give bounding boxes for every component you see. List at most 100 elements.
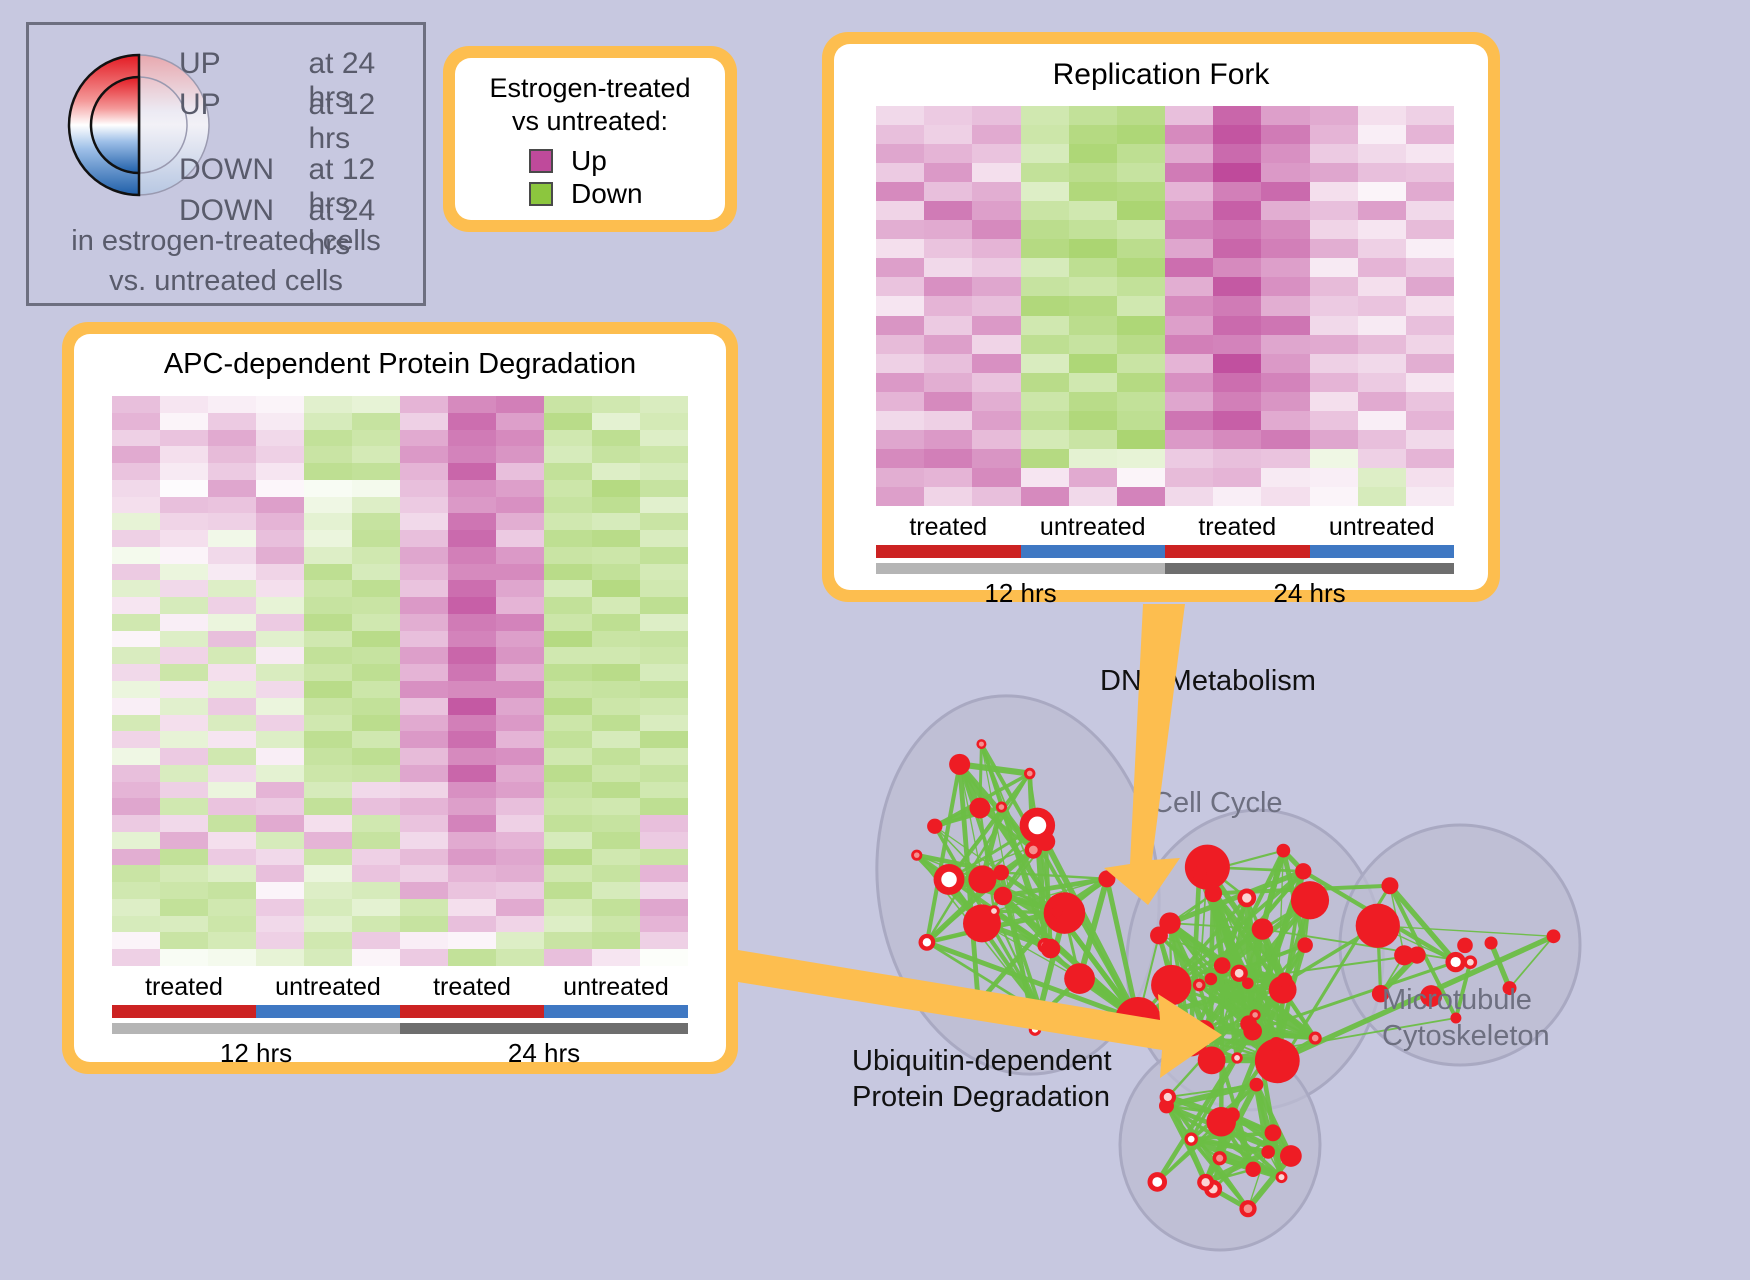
heatmap-cell [544, 748, 592, 765]
network-node[interactable] [1160, 1089, 1176, 1105]
network-node[interactable] [1044, 892, 1086, 934]
heatmap-cell [160, 631, 208, 648]
heatmap-cell [1021, 296, 1069, 315]
heatmap-cell [112, 597, 160, 614]
heatmap-cell [496, 480, 544, 497]
network-node[interactable] [1047, 916, 1058, 927]
network-node[interactable] [1185, 845, 1230, 890]
network-node[interactable] [1205, 973, 1218, 986]
network-node[interactable] [1148, 1172, 1168, 1192]
network-node[interactable] [1184, 1132, 1197, 1145]
network-node[interactable] [969, 798, 990, 819]
network-node[interactable] [1193, 1020, 1214, 1041]
network-node[interactable] [1485, 936, 1498, 949]
network-node[interactable] [1250, 1078, 1264, 1092]
network-node[interactable] [1265, 1124, 1282, 1141]
heatmap-cell [544, 631, 592, 648]
heatmap-cell [496, 413, 544, 430]
network-node[interactable] [1213, 1151, 1227, 1165]
heatmap-cell [1358, 258, 1406, 277]
heatmap-cell [640, 932, 688, 949]
network-node[interactable] [1269, 1037, 1283, 1051]
network-node[interactable] [1024, 768, 1035, 779]
heatmap-cell [256, 513, 304, 530]
condition-label: treated [400, 972, 544, 1003]
network-node[interactable] [1276, 844, 1290, 858]
network-node[interactable] [1115, 997, 1161, 1043]
network-node[interactable] [1356, 904, 1400, 948]
heatmap-cell [352, 580, 400, 597]
heatmap-cell [1021, 430, 1069, 449]
heatmap-cell [112, 530, 160, 547]
heatmap-cell [208, 798, 256, 815]
heatmap-cell [496, 916, 544, 933]
network-node[interactable] [918, 934, 935, 951]
network-node[interactable] [1245, 1162, 1260, 1177]
network-node[interactable] [1445, 952, 1465, 972]
network-node[interactable] [1041, 939, 1061, 959]
network-node[interactable] [1239, 1200, 1256, 1217]
network-node[interactable] [1193, 979, 1206, 992]
heatmap-cell [592, 463, 640, 480]
network-node[interactable] [1291, 881, 1329, 919]
heatmap-cell [304, 647, 352, 664]
network-node[interactable] [1277, 972, 1292, 987]
network-node[interactable] [994, 887, 1012, 905]
heatmap-cell [1117, 392, 1165, 411]
network-node[interactable] [927, 819, 942, 834]
network-node[interactable] [968, 865, 996, 893]
heatmap-cell [160, 949, 208, 966]
heatmap-cell [496, 497, 544, 514]
heatmap-cell [1358, 125, 1406, 144]
network-node[interactable] [1151, 965, 1191, 1005]
network-node[interactable] [988, 905, 1000, 917]
network-node[interactable] [1197, 1174, 1214, 1191]
network-node[interactable] [1237, 889, 1256, 908]
network-node[interactable] [993, 865, 1009, 881]
network-node[interactable] [1408, 947, 1425, 964]
heatmap-cell [496, 932, 544, 949]
network-node[interactable] [949, 754, 970, 775]
network-node[interactable] [1098, 870, 1115, 887]
network-node[interactable] [1261, 1145, 1275, 1159]
network-node[interactable] [1297, 937, 1313, 953]
heatmap-cell [592, 916, 640, 933]
heatmap-cell [1261, 258, 1309, 277]
network-node[interactable] [1205, 885, 1223, 903]
heatmap-cell [592, 899, 640, 916]
network-node[interactable] [1064, 963, 1095, 994]
network-node[interactable] [911, 850, 922, 861]
network-node[interactable] [1547, 929, 1561, 943]
heatmap-cell [1021, 239, 1069, 258]
network-node[interactable] [1029, 1023, 1041, 1035]
network-node[interactable] [1309, 1032, 1322, 1045]
network-node[interactable] [1276, 1171, 1288, 1183]
network-node[interactable] [1250, 1009, 1261, 1020]
network-node[interactable] [1225, 1107, 1240, 1122]
network-node[interactable] [1025, 841, 1042, 858]
network-node[interactable] [996, 801, 1007, 812]
network-node[interactable] [1242, 977, 1254, 989]
network-node[interactable] [1381, 877, 1398, 894]
network-node[interactable] [1278, 1049, 1292, 1063]
network-node[interactable] [969, 993, 988, 1012]
network-node[interactable] [1295, 863, 1311, 879]
network-node[interactable] [1457, 938, 1473, 954]
heatmap-cell [544, 798, 592, 815]
network-node[interactable] [976, 739, 986, 749]
network-node[interactable] [1192, 866, 1207, 881]
network-node[interactable] [1252, 918, 1273, 939]
heatmap-cell [972, 163, 1020, 182]
network-node[interactable] [1034, 1006, 1050, 1022]
node-outer-disc [1291, 881, 1329, 919]
heatmap-cell [208, 446, 256, 463]
network-node[interactable] [1052, 906, 1063, 917]
network-node[interactable] [1214, 957, 1231, 974]
condition-bar-segment [1021, 545, 1166, 558]
network-node[interactable] [1280, 1145, 1302, 1167]
network-node[interactable] [1231, 1052, 1242, 1063]
heatmap-cell [160, 916, 208, 933]
network-node[interactable] [934, 864, 965, 895]
network-node[interactable] [1150, 926, 1168, 944]
heatmap-cell [972, 468, 1020, 487]
